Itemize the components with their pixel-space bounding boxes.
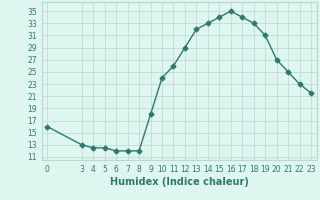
X-axis label: Humidex (Indice chaleur): Humidex (Indice chaleur) (110, 177, 249, 187)
